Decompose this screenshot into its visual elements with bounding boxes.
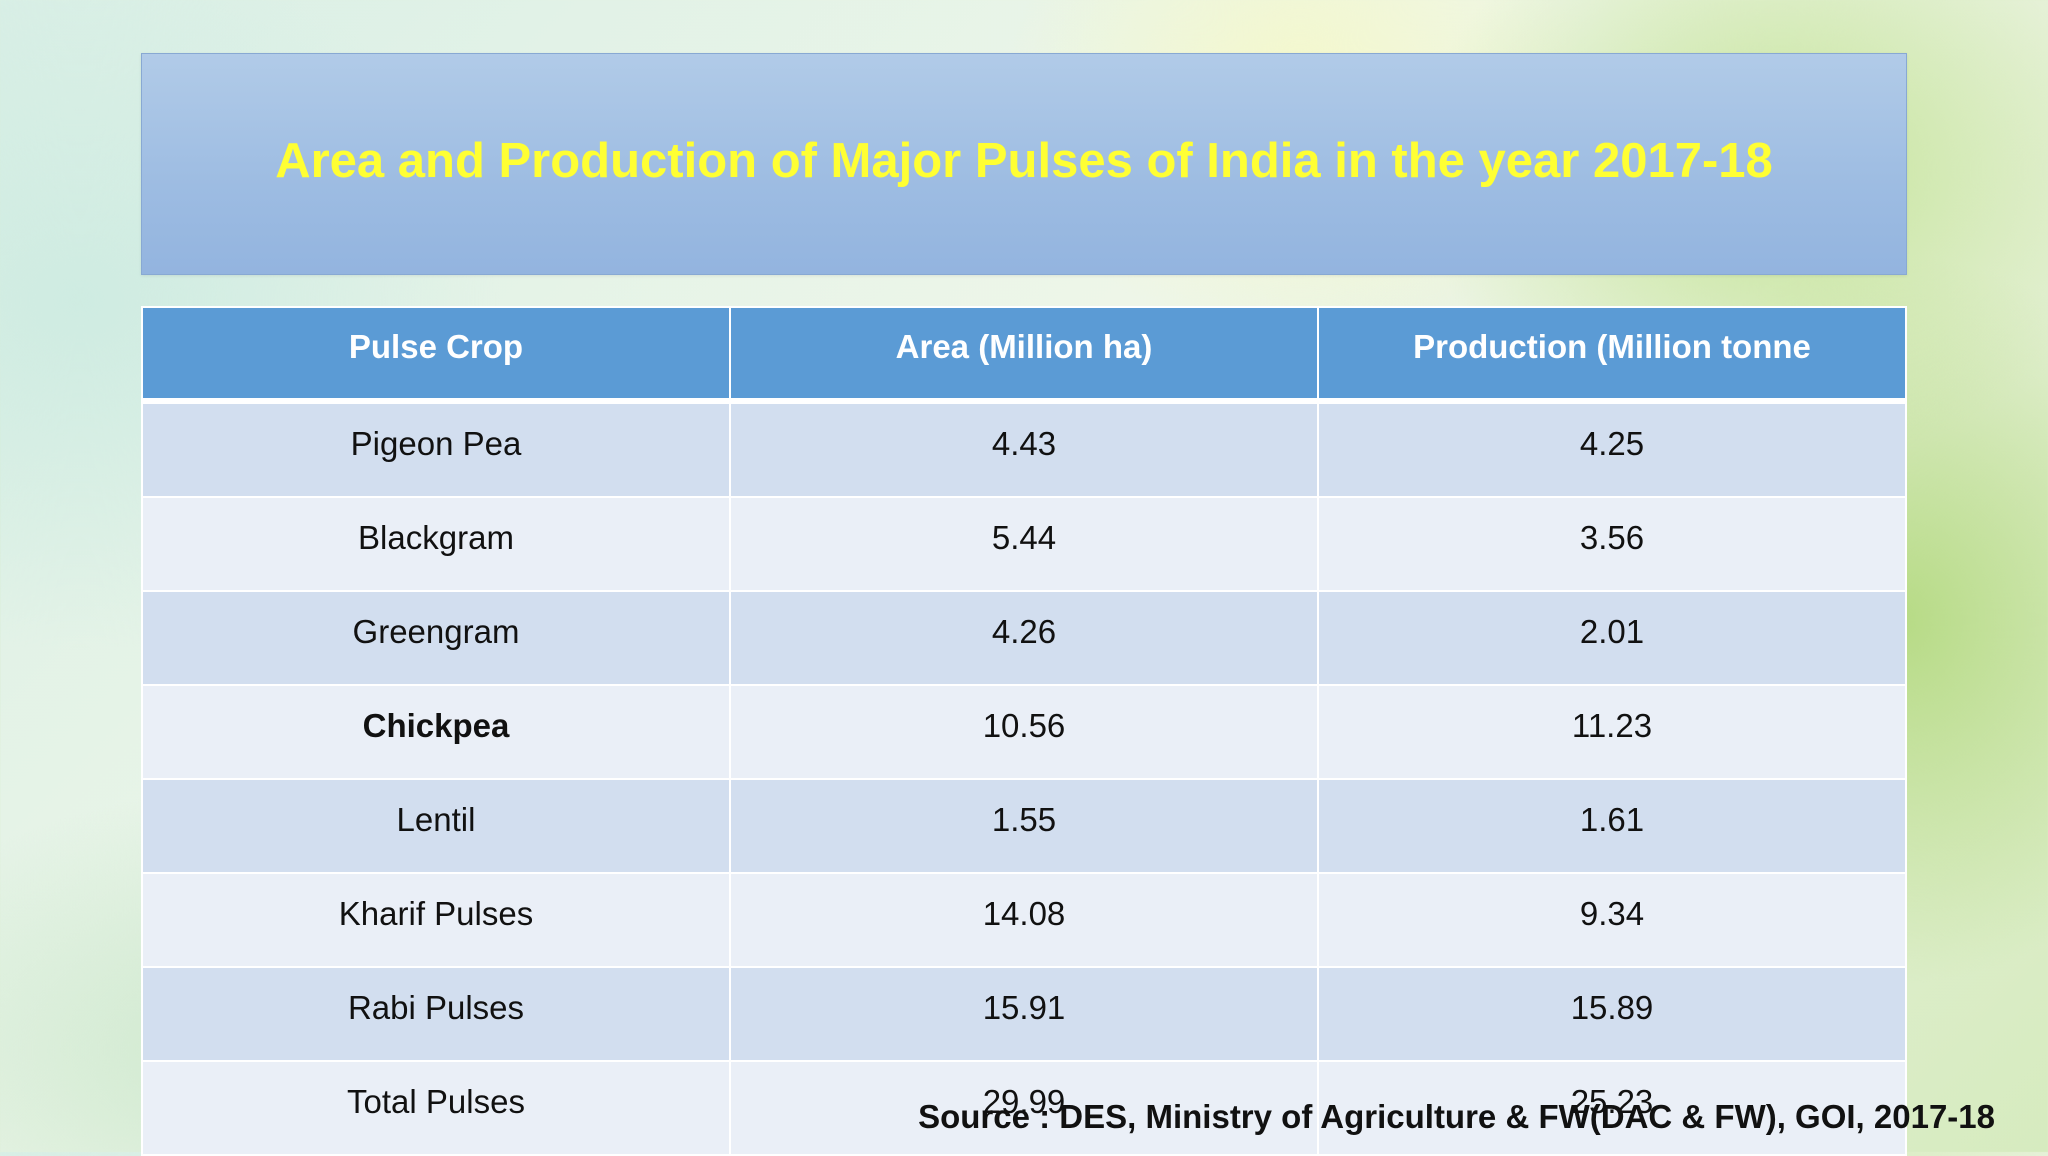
crop-cell: Chickpea <box>141 684 731 780</box>
header-production: Production (Million tonne <box>1317 306 1907 404</box>
production-cell: 1.61 <box>1317 778 1907 874</box>
crop-cell: Blackgram <box>141 496 731 592</box>
area-cell: 5.44 <box>729 496 1319 592</box>
source-note: Source : DES, Ministry of Agriculture & … <box>918 1098 1995 1135</box>
table-row: Lentil 1.55 1.61 <box>141 778 1907 874</box>
crop-cell: Greengram <box>141 590 731 686</box>
area-cell: 15.91 <box>729 966 1319 1062</box>
crop-cell: Kharif Pulses <box>141 872 731 968</box>
slide-title: Area and Production of Major Pulses of I… <box>275 134 1773 188</box>
table-row: Total Pulses 29.99 25.23 <box>141 1060 1907 1156</box>
production-cell: 15.89 <box>1317 966 1907 1062</box>
table-row: Greengram 4.26 2.01 <box>141 590 1907 686</box>
area-cell: 14.08 <box>729 872 1319 968</box>
crop-cell: Pigeon Pea <box>141 400 731 498</box>
production-cell: 2.01 <box>1317 590 1907 686</box>
table-row: Chickpea 10.56 11.23 <box>141 684 1907 780</box>
pulses-table: Pulse Crop Area (Million ha) Production … <box>141 306 1907 1156</box>
area-cell: 10.56 <box>729 684 1319 780</box>
area-cell: 1.55 <box>729 778 1319 874</box>
area-cell: 29.99 <box>729 1060 1319 1156</box>
table-header-row: Pulse Crop Area (Million ha) Production … <box>141 306 1907 404</box>
table-row: Pigeon Pea 4.43 4.25 <box>141 400 1907 498</box>
crop-cell: Lentil <box>141 778 731 874</box>
table-row: Rabi Pulses 15.91 15.89 <box>141 966 1907 1062</box>
table-row: Blackgram 5.44 3.56 <box>141 496 1907 592</box>
production-cell: 11.23 <box>1317 684 1907 780</box>
header-area: Area (Million ha) <box>729 306 1319 404</box>
title-banner: Area and Production of Major Pulses of I… <box>141 53 1907 275</box>
table-row: Kharif Pulses 14.08 9.34 <box>141 872 1907 968</box>
crop-cell: Rabi Pulses <box>141 966 731 1062</box>
area-cell: 4.43 <box>729 400 1319 498</box>
production-cell: 4.25 <box>1317 400 1907 498</box>
crop-cell: Total Pulses <box>141 1060 731 1156</box>
area-cell: 4.26 <box>729 590 1319 686</box>
production-cell: 3.56 <box>1317 496 1907 592</box>
production-cell: 9.34 <box>1317 872 1907 968</box>
header-pulse-crop: Pulse Crop <box>141 306 731 404</box>
